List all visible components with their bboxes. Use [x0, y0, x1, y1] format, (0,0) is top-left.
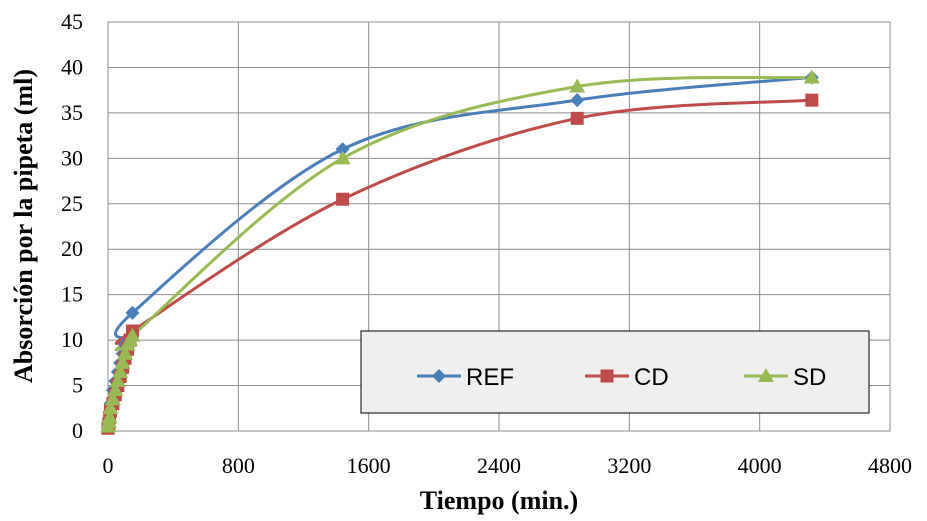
data-point-sd: [114, 354, 131, 369]
x-tick-label: 2400: [477, 453, 521, 478]
data-point-sd: [334, 150, 351, 165]
data-point-sd: [117, 345, 134, 360]
legend-marker-sd: [758, 368, 774, 382]
y-axis-ticks: 0 5 10 15 20 25 30 35 40 45: [61, 9, 83, 443]
x-tick-label: 4000: [738, 453, 782, 478]
data-point-sd: [569, 78, 586, 93]
y-tick-label: 25: [61, 191, 83, 216]
x-tick-label: 1600: [347, 453, 391, 478]
y-tick-label: 40: [61, 54, 83, 79]
legend-label-ref: REF: [466, 364, 514, 391]
x-axis-title: Tiempo (min.): [420, 486, 578, 515]
data-point-sd: [107, 382, 124, 397]
data-point-ref: [125, 305, 140, 320]
data-point-sd: [803, 69, 820, 84]
legend-label-sd: SD: [793, 364, 826, 391]
y-tick-label: 10: [61, 327, 83, 352]
x-axis-ticks: 0 800 1600 2400 3200 4000 4800: [103, 453, 913, 478]
legend-label-cd: CD: [634, 364, 669, 391]
data-point-ref: [335, 142, 350, 157]
y-tick-label: 30: [61, 145, 83, 170]
x-tick-label: 0: [103, 453, 114, 478]
y-tick-label: 5: [72, 373, 83, 398]
data-point-cd: [570, 111, 584, 125]
data-point-cd: [805, 93, 819, 107]
y-tick-label: 0: [72, 418, 83, 443]
x-tick-label: 3200: [607, 453, 651, 478]
data-point-sd: [112, 363, 129, 378]
data-point-sd: [124, 327, 141, 342]
y-tick-label: 15: [61, 282, 83, 307]
data-point-sd: [101, 409, 118, 424]
y-tick-label: 20: [61, 236, 83, 261]
x-tick-label: 4800: [868, 453, 912, 478]
legend-box: [360, 330, 870, 414]
x-tick-label: 800: [222, 453, 255, 478]
series-markers: [100, 69, 820, 435]
data-point-sd: [102, 400, 119, 415]
legend-marker-ref: [432, 369, 446, 383]
y-tick-label: 35: [61, 100, 83, 125]
data-point-ref: [570, 93, 585, 108]
y-axis-title: Absorción por la pipeta (ml): [9, 69, 38, 383]
plot-border: [107, 21, 891, 432]
y-tick-label: 45: [61, 9, 83, 34]
legend-marker-cd: [600, 369, 614, 383]
data-point-sd: [109, 373, 126, 388]
data-point-sd: [104, 391, 121, 406]
data-point-cd: [336, 192, 350, 206]
legend: REF CD SD: [360, 330, 870, 414]
